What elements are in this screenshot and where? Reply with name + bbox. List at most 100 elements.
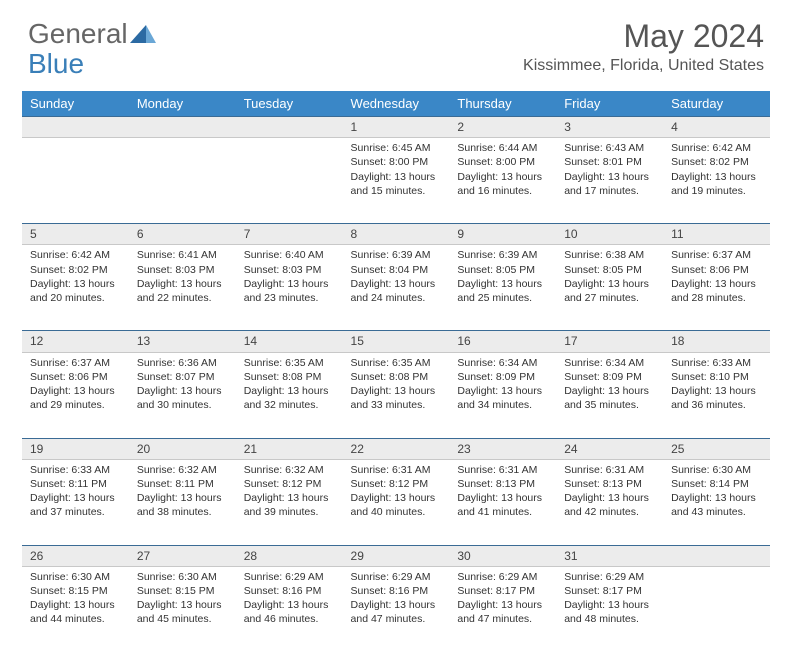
day-number: 22 bbox=[343, 438, 450, 459]
sunset-line: Sunset: 8:05 PM bbox=[457, 263, 548, 277]
sunrise-line: Sunrise: 6:37 AM bbox=[671, 248, 762, 262]
sunrise-line: Sunrise: 6:35 AM bbox=[244, 356, 335, 370]
day-cell: Sunrise: 6:34 AMSunset: 8:09 PMDaylight:… bbox=[449, 352, 556, 438]
weekday-header: Monday bbox=[129, 91, 236, 117]
sunset-line: Sunset: 8:08 PM bbox=[244, 370, 335, 384]
day-number: 1 bbox=[343, 117, 450, 138]
day-number: 29 bbox=[343, 545, 450, 566]
day-cell: Sunrise: 6:35 AMSunset: 8:08 PMDaylight:… bbox=[343, 352, 450, 438]
sunset-line: Sunset: 8:05 PM bbox=[564, 263, 655, 277]
sunrise-line: Sunrise: 6:30 AM bbox=[30, 570, 121, 584]
day-number: 14 bbox=[236, 331, 343, 352]
sunrise-line: Sunrise: 6:32 AM bbox=[137, 463, 228, 477]
day-cell bbox=[129, 138, 236, 224]
sunset-line: Sunset: 8:13 PM bbox=[457, 477, 548, 491]
location: Kissimmee, Florida, United States bbox=[523, 57, 764, 75]
daylight-line: Daylight: 13 hours and 47 minutes. bbox=[351, 598, 442, 626]
daynum-row: 1234 bbox=[22, 117, 770, 138]
day-cell: Sunrise: 6:32 AMSunset: 8:12 PMDaylight:… bbox=[236, 459, 343, 545]
sunset-line: Sunset: 8:03 PM bbox=[244, 263, 335, 277]
brand-part2: Blue bbox=[28, 48, 84, 80]
day-cell: Sunrise: 6:30 AMSunset: 8:15 PMDaylight:… bbox=[129, 566, 236, 652]
weekday-header-row: SundayMondayTuesdayWednesdayThursdayFrid… bbox=[22, 91, 770, 117]
sunrise-line: Sunrise: 6:35 AM bbox=[351, 356, 442, 370]
sunset-line: Sunset: 8:04 PM bbox=[351, 263, 442, 277]
weekday-header: Friday bbox=[556, 91, 663, 117]
day-number: 24 bbox=[556, 438, 663, 459]
day-number: 30 bbox=[449, 545, 556, 566]
weekday-header: Thursday bbox=[449, 91, 556, 117]
day-number: 19 bbox=[22, 438, 129, 459]
weekday-header: Wednesday bbox=[343, 91, 450, 117]
daylight-line: Daylight: 13 hours and 46 minutes. bbox=[244, 598, 335, 626]
day-number: 16 bbox=[449, 331, 556, 352]
day-number: 7 bbox=[236, 224, 343, 245]
daylight-line: Daylight: 13 hours and 15 minutes. bbox=[351, 170, 442, 198]
day-cell: Sunrise: 6:30 AMSunset: 8:14 PMDaylight:… bbox=[663, 459, 770, 545]
daylight-line: Daylight: 13 hours and 19 minutes. bbox=[671, 170, 762, 198]
header: General May 2024 Kissimmee, Florida, Uni… bbox=[0, 0, 792, 79]
sunrise-line: Sunrise: 6:31 AM bbox=[457, 463, 548, 477]
month-title: May 2024 bbox=[523, 18, 764, 55]
day-cell: Sunrise: 6:41 AMSunset: 8:03 PMDaylight:… bbox=[129, 245, 236, 331]
daylight-line: Daylight: 13 hours and 32 minutes. bbox=[244, 384, 335, 412]
sunrise-line: Sunrise: 6:38 AM bbox=[564, 248, 655, 262]
day-number bbox=[663, 545, 770, 566]
day-cell: Sunrise: 6:42 AMSunset: 8:02 PMDaylight:… bbox=[663, 138, 770, 224]
day-number bbox=[236, 117, 343, 138]
day-number: 15 bbox=[343, 331, 450, 352]
daynum-row: 567891011 bbox=[22, 224, 770, 245]
day-cell bbox=[22, 138, 129, 224]
sunset-line: Sunset: 8:17 PM bbox=[457, 584, 548, 598]
day-number: 9 bbox=[449, 224, 556, 245]
day-cell: Sunrise: 6:33 AMSunset: 8:11 PMDaylight:… bbox=[22, 459, 129, 545]
day-cell: Sunrise: 6:45 AMSunset: 8:00 PMDaylight:… bbox=[343, 138, 450, 224]
day-cell bbox=[236, 138, 343, 224]
day-cell: Sunrise: 6:39 AMSunset: 8:05 PMDaylight:… bbox=[449, 245, 556, 331]
sunrise-line: Sunrise: 6:30 AM bbox=[137, 570, 228, 584]
calendar-table: SundayMondayTuesdayWednesdayThursdayFrid… bbox=[22, 91, 770, 652]
daylight-line: Daylight: 13 hours and 33 minutes. bbox=[351, 384, 442, 412]
day-number: 13 bbox=[129, 331, 236, 352]
daylight-line: Daylight: 13 hours and 16 minutes. bbox=[457, 170, 548, 198]
sunset-line: Sunset: 8:13 PM bbox=[564, 477, 655, 491]
sunrise-line: Sunrise: 6:40 AM bbox=[244, 248, 335, 262]
daylight-line: Daylight: 13 hours and 17 minutes. bbox=[564, 170, 655, 198]
sunrise-line: Sunrise: 6:29 AM bbox=[244, 570, 335, 584]
sunrise-line: Sunrise: 6:29 AM bbox=[457, 570, 548, 584]
sunrise-line: Sunrise: 6:33 AM bbox=[671, 356, 762, 370]
daylight-line: Daylight: 13 hours and 39 minutes. bbox=[244, 491, 335, 519]
daylight-line: Daylight: 13 hours and 43 minutes. bbox=[671, 491, 762, 519]
sunset-line: Sunset: 8:01 PM bbox=[564, 155, 655, 169]
daylight-line: Daylight: 13 hours and 20 minutes. bbox=[30, 277, 121, 305]
daylight-line: Daylight: 13 hours and 23 minutes. bbox=[244, 277, 335, 305]
daylight-line: Daylight: 13 hours and 38 minutes. bbox=[137, 491, 228, 519]
day-cell: Sunrise: 6:39 AMSunset: 8:04 PMDaylight:… bbox=[343, 245, 450, 331]
weekday-header: Tuesday bbox=[236, 91, 343, 117]
day-number: 4 bbox=[663, 117, 770, 138]
day-number: 25 bbox=[663, 438, 770, 459]
day-cell: Sunrise: 6:32 AMSunset: 8:11 PMDaylight:… bbox=[129, 459, 236, 545]
sunset-line: Sunset: 8:16 PM bbox=[244, 584, 335, 598]
day-number: 2 bbox=[449, 117, 556, 138]
daylight-line: Daylight: 13 hours and 45 minutes. bbox=[137, 598, 228, 626]
daylight-line: Daylight: 13 hours and 29 minutes. bbox=[30, 384, 121, 412]
daynum-row: 12131415161718 bbox=[22, 331, 770, 352]
day-number: 12 bbox=[22, 331, 129, 352]
day-cell: Sunrise: 6:40 AMSunset: 8:03 PMDaylight:… bbox=[236, 245, 343, 331]
logo-triangle-icon bbox=[130, 18, 156, 50]
sunrise-line: Sunrise: 6:45 AM bbox=[351, 141, 442, 155]
sunrise-line: Sunrise: 6:31 AM bbox=[351, 463, 442, 477]
day-cell: Sunrise: 6:36 AMSunset: 8:07 PMDaylight:… bbox=[129, 352, 236, 438]
sunrise-line: Sunrise: 6:39 AM bbox=[351, 248, 442, 262]
daylight-line: Daylight: 13 hours and 40 minutes. bbox=[351, 491, 442, 519]
day-cell: Sunrise: 6:30 AMSunset: 8:15 PMDaylight:… bbox=[22, 566, 129, 652]
day-number: 10 bbox=[556, 224, 663, 245]
sunset-line: Sunset: 8:12 PM bbox=[351, 477, 442, 491]
sunset-line: Sunset: 8:00 PM bbox=[457, 155, 548, 169]
sunset-line: Sunset: 8:14 PM bbox=[671, 477, 762, 491]
sunset-line: Sunset: 8:07 PM bbox=[137, 370, 228, 384]
day-cell: Sunrise: 6:43 AMSunset: 8:01 PMDaylight:… bbox=[556, 138, 663, 224]
sunset-line: Sunset: 8:09 PM bbox=[457, 370, 548, 384]
sunrise-line: Sunrise: 6:29 AM bbox=[351, 570, 442, 584]
